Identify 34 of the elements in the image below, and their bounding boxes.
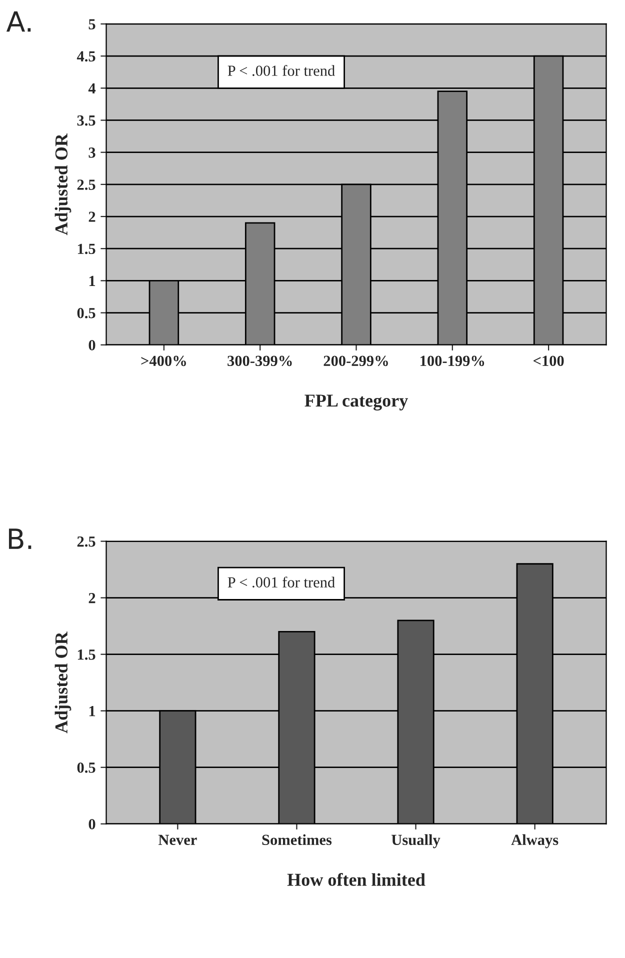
x-tick-label: <100 [534,356,564,366]
y-tick-label: 5 [88,19,96,30]
chart-title: A. [6,11,31,32]
x-tick-label: 300-399% [228,356,292,366]
y-tick-label: 0.5 [77,308,96,318]
annotation: P < .001 for trend [228,576,335,588]
y-tick-label: 2 [88,592,96,604]
x-tick-label: Usually [392,834,440,848]
x-tick-label: 100-199% [420,356,484,366]
y-tick-label: 2.5 [77,180,96,190]
x-axis-title: FPL category [304,394,408,411]
y-tick-label: 4 [88,83,96,94]
y-axis-title: Adjusted OR [54,632,72,734]
x-tick-label: Always [511,834,558,848]
y-axis-title: Adjusted OR [54,133,72,236]
y-tick-label: 0.5 [77,762,96,773]
x-tick-label: 200-299% [324,356,388,366]
y-tick-label: 0 [88,340,96,350]
y-tick-label: 3.5 [77,115,96,126]
y-tick-label: 1.5 [78,650,96,660]
y-tick-label: 0 [88,819,96,830]
y-tick-label: 1.5 [78,244,96,254]
y-tick-label: 3 [88,148,96,158]
x-tick-label: Sometimes [262,834,332,846]
x-tick-label: Never [158,834,197,846]
y-tick-label: 1 [89,706,96,716]
annotation: P < .001 for trend [228,65,335,76]
y-tick-label: 4.5 [76,51,96,62]
y-tick-label: 1 [89,276,96,286]
x-axis-title: How often limited [287,873,426,886]
x-tick-label: >400% [141,356,186,366]
y-tick-label: 2 [88,212,96,222]
chart-title: B. [8,528,32,549]
y-tick-label: 2.5 [77,536,96,547]
